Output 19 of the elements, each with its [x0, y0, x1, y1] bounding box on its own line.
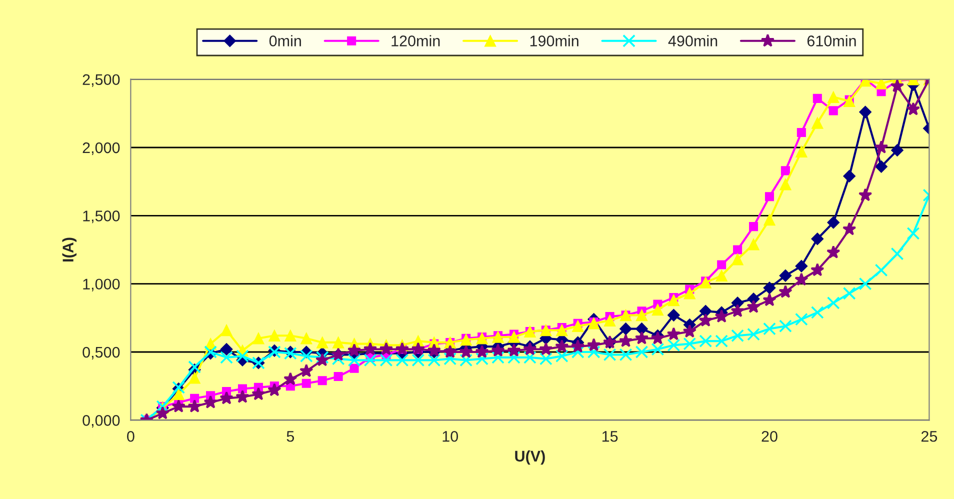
- y-tick-label: 0,500: [82, 346, 120, 360]
- y-tick-label: 1,000: [83, 278, 120, 292]
- x-tick-label: 25: [921, 430, 938, 442]
- x-tick-label: 10: [442, 430, 458, 442]
- legend-label: 190min: [530, 35, 578, 46]
- y-tick-label: 2,500: [82, 74, 120, 87]
- x-axis-title: U(V): [515, 450, 545, 465]
- y-tick-label: 2,000: [82, 142, 120, 155]
- legend-label: 120min: [392, 35, 440, 46]
- legend-label: 610min: [807, 35, 856, 46]
- y-tick-label: 1,500: [83, 210, 120, 224]
- x-tick-label: 0: [127, 430, 134, 442]
- y-tick-label: 0,000: [82, 415, 120, 428]
- x-tick-label: 5: [286, 431, 294, 442]
- legend-label: 0min: [269, 35, 301, 46]
- x-tick-label: 15: [602, 431, 618, 442]
- legend-label: 490min: [668, 35, 718, 46]
- y-axis-title: I(A): [62, 238, 76, 262]
- x-tick-label: 20: [762, 430, 778, 442]
